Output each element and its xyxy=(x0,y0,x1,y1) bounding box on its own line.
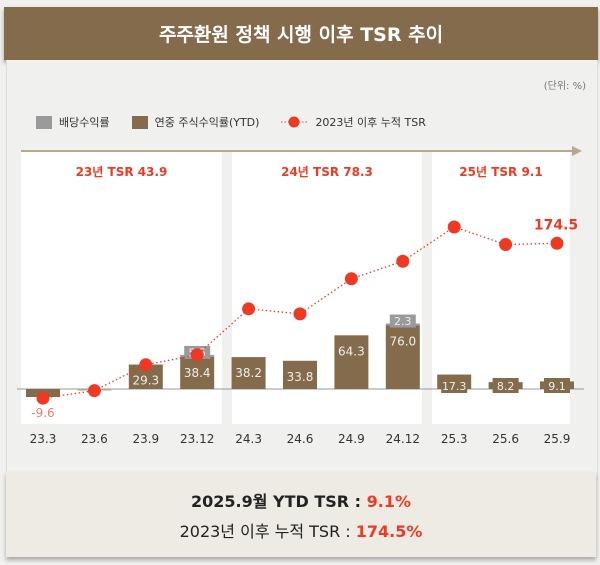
x-tick-label: 25.3 xyxy=(441,432,468,446)
x-tick-label: 23.12 xyxy=(180,432,214,446)
x-tick-label: 23.9 xyxy=(132,432,159,446)
cumulative-point xyxy=(550,236,564,250)
x-tick-label: 23.3 xyxy=(30,432,57,446)
legend-swatch-dividend xyxy=(36,115,52,129)
cumulative-point xyxy=(293,307,307,321)
chart-title: 주주환원 정책 시행 이후 TSR 추이 xyxy=(4,7,598,60)
x-tick-label: 24.12 xyxy=(386,432,420,446)
bar-stock xyxy=(385,325,420,389)
x-tick-label: 24.9 xyxy=(338,432,365,446)
cumulative-end-label: 174.5 xyxy=(534,217,578,233)
bar-label-box xyxy=(544,378,570,393)
summary-cumulative-label: 2023년 이후 누적 TSR : xyxy=(179,522,356,541)
cumulative-point xyxy=(87,384,101,398)
summary-cumulative-value: 174.5% xyxy=(355,522,423,541)
legend-label: 2023년 이후 누적 TSR xyxy=(315,116,426,129)
bar-stock xyxy=(283,360,317,389)
legend-stock: 연중 주식수익률(YTD) xyxy=(131,114,260,130)
bar-label-box xyxy=(492,378,519,393)
bar-stock xyxy=(180,356,215,389)
bar-label: 8.2 xyxy=(497,380,515,393)
x-tick-label: 24.6 xyxy=(287,432,314,446)
legend-dividend: 배당수익률 xyxy=(36,114,110,130)
timeline-arrowhead xyxy=(572,146,582,156)
bar-label-box xyxy=(441,378,468,393)
legend: 배당수익률 연중 주식수익률(YTD) 2023년 이후 누적 TSR xyxy=(36,114,448,130)
x-tick-label: 23.6 xyxy=(81,432,108,446)
year-tsr-label: 24년 TSR 78.3 xyxy=(281,165,373,179)
cumulative-point xyxy=(242,302,256,316)
summary-ytd: 2025.9월 YTD TSR : 9.1% xyxy=(6,488,596,512)
bar-label: -9.6 xyxy=(31,406,54,420)
cumulative-point xyxy=(499,238,513,252)
cumulative-point xyxy=(139,358,153,372)
cumulative-point xyxy=(447,220,461,234)
legend-marker-cumulative xyxy=(281,116,308,128)
bar-label: 9.1 xyxy=(548,380,566,393)
bar-stock xyxy=(334,335,369,389)
chart-svg: 23년 TSR 43.9 24년 TSR 78.3 25년 TSR 9.1 -9.6 2… xyxy=(17,146,584,446)
bar-label: 64.3 xyxy=(338,344,365,358)
cumulative-point xyxy=(190,348,204,362)
bar-label: 76.0 xyxy=(389,335,416,349)
legend-cumulative: 2023년 이후 누적 TSR xyxy=(281,114,426,130)
summary-cumulative: 2023년 이후 누적 TSR : 174.5% xyxy=(6,518,596,542)
bar-label: 33.8 xyxy=(287,370,314,384)
summary-ytd-value: 9.1% xyxy=(366,492,412,511)
bar-dividend-cap xyxy=(385,323,420,326)
bar-label: 38.4 xyxy=(184,366,211,380)
bar-label: 29.3 xyxy=(132,374,159,388)
summary-ytd-label: 2025.9월 YTD TSR : xyxy=(190,492,367,511)
bar-label: 17.3 xyxy=(442,380,467,393)
summary-box: 2025.9월 YTD TSR : 9.1% 2023년 이후 누적 TSR :… xyxy=(6,472,596,557)
legend-label: 배당수익률 xyxy=(59,116,110,129)
cumulative-point xyxy=(36,391,50,405)
legend-label: 연중 주식수익률(YTD) xyxy=(154,116,260,129)
bar-label: 38.2 xyxy=(235,366,262,380)
x-tick-label: 24.3 xyxy=(235,432,262,446)
x-tick-label: 25.6 xyxy=(492,432,519,446)
bar-stock xyxy=(231,357,266,389)
legend-swatch-stock xyxy=(131,115,148,129)
year-tsr-label: 23년 TSR 43.9 xyxy=(76,165,168,179)
unit-label: (단위: %) xyxy=(543,81,586,92)
year-tsr-label: 25년 TSR 9.1 xyxy=(459,165,542,179)
dividend-label: 2.3 xyxy=(394,315,412,328)
x-tick-label: 25.9 xyxy=(544,432,571,446)
cumulative-point xyxy=(396,254,410,268)
cumulative-point xyxy=(344,272,358,286)
